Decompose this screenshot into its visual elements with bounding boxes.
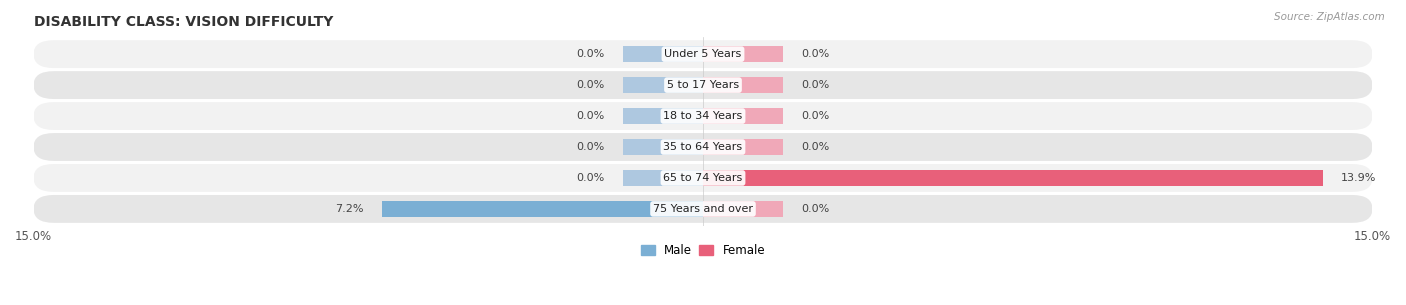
Bar [703, 108, 783, 124]
Text: 0.0%: 0.0% [576, 142, 605, 152]
FancyBboxPatch shape [34, 71, 1372, 99]
Text: 0.0%: 0.0% [576, 80, 605, 90]
FancyBboxPatch shape [34, 40, 1372, 68]
Bar [623, 139, 703, 155]
Text: 35 to 64 Years: 35 to 64 Years [664, 142, 742, 152]
Text: 0.0%: 0.0% [576, 49, 605, 59]
Text: 0.0%: 0.0% [801, 142, 830, 152]
Text: 13.9%: 13.9% [1341, 173, 1376, 183]
Bar [623, 46, 703, 62]
Bar [703, 77, 783, 93]
FancyBboxPatch shape [34, 164, 1372, 192]
Text: DISABILITY CLASS: VISION DIFFICULTY: DISABILITY CLASS: VISION DIFFICULTY [34, 15, 333, 29]
Text: Under 5 Years: Under 5 Years [665, 49, 741, 59]
Bar [703, 201, 783, 217]
Text: 7.2%: 7.2% [335, 204, 364, 214]
Text: 0.0%: 0.0% [801, 80, 830, 90]
Text: 0.0%: 0.0% [576, 173, 605, 183]
Bar [703, 46, 783, 62]
Bar [623, 170, 703, 186]
Text: 65 to 74 Years: 65 to 74 Years [664, 173, 742, 183]
Bar [623, 77, 703, 93]
Text: 18 to 34 Years: 18 to 34 Years [664, 111, 742, 121]
Text: 0.0%: 0.0% [801, 49, 830, 59]
Bar [703, 139, 783, 155]
FancyBboxPatch shape [34, 102, 1372, 130]
Bar [703, 170, 1323, 186]
Text: 0.0%: 0.0% [801, 111, 830, 121]
Bar [381, 201, 703, 217]
Bar [623, 108, 703, 124]
Text: 5 to 17 Years: 5 to 17 Years [666, 80, 740, 90]
Text: 0.0%: 0.0% [801, 204, 830, 214]
Text: Source: ZipAtlas.com: Source: ZipAtlas.com [1274, 12, 1385, 22]
FancyBboxPatch shape [34, 195, 1372, 223]
Text: 0.0%: 0.0% [576, 111, 605, 121]
FancyBboxPatch shape [34, 133, 1372, 161]
Text: 75 Years and over: 75 Years and over [652, 204, 754, 214]
Legend: Male, Female: Male, Female [636, 239, 770, 262]
